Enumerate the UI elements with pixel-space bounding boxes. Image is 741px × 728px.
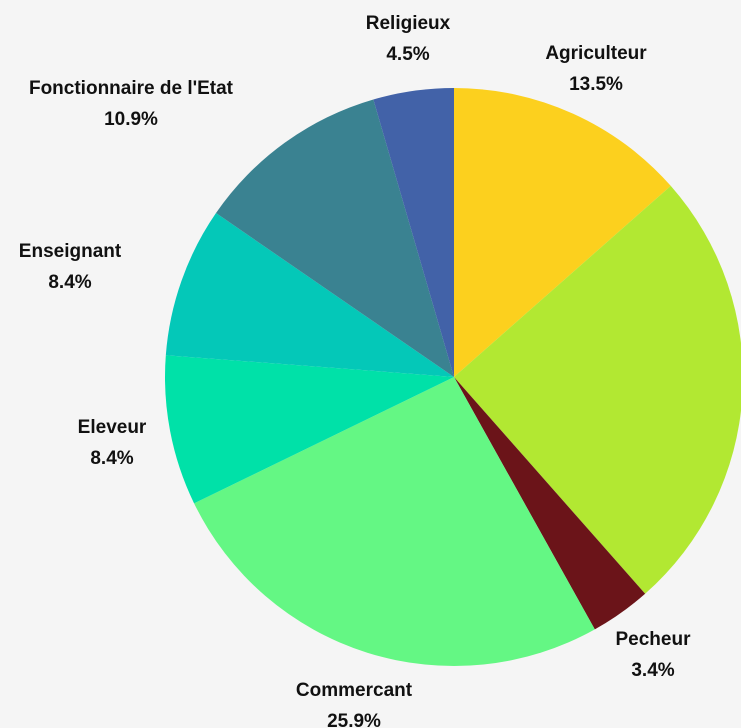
pie-slice-enseignant [165, 213, 454, 377]
slice-value-religieux: 4.5% [386, 44, 429, 65]
pie-slice-religieux [373, 88, 454, 377]
labels-layer: Agriculteur 13.5% Pecheur 3.4% Commercant 25.… [19, 13, 691, 728]
pie-slice-unlabeled [454, 185, 741, 594]
slice-value-fonctionnaire-de-l-etat: 10.9% [104, 109, 158, 130]
slice-label-agriculteur: Agriculteur [545, 43, 647, 64]
pie-slice-commercant [194, 377, 595, 667]
pie-slice-pecheur [454, 377, 646, 630]
slice-label-commercant: Commercant [296, 680, 413, 701]
slice-label-religieux: Religieux [366, 13, 451, 34]
pie-slice-fonctionnaire-de-l-etat [216, 99, 454, 377]
pie-slice-agriculteur [454, 88, 671, 377]
pie-slice-eleveur [164, 355, 454, 504]
slice-label-eleveur: Eleveur [78, 417, 147, 438]
slice-label-enseignant: Enseignant [19, 241, 122, 262]
slice-label-pecheur: Pecheur [616, 629, 692, 650]
slices-layer [164, 88, 741, 667]
slice-label-fonctionnaire-de-l-etat: Fonctionnaire de l'Etat [29, 78, 234, 99]
slice-value-pecheur: 3.4% [631, 660, 674, 681]
slice-value-enseignant: 8.4% [48, 272, 91, 293]
slice-value-agriculteur: 13.5% [569, 74, 623, 95]
slice-value-eleveur: 8.4% [90, 448, 133, 469]
slice-value-commercant: 25.9% [327, 711, 381, 728]
